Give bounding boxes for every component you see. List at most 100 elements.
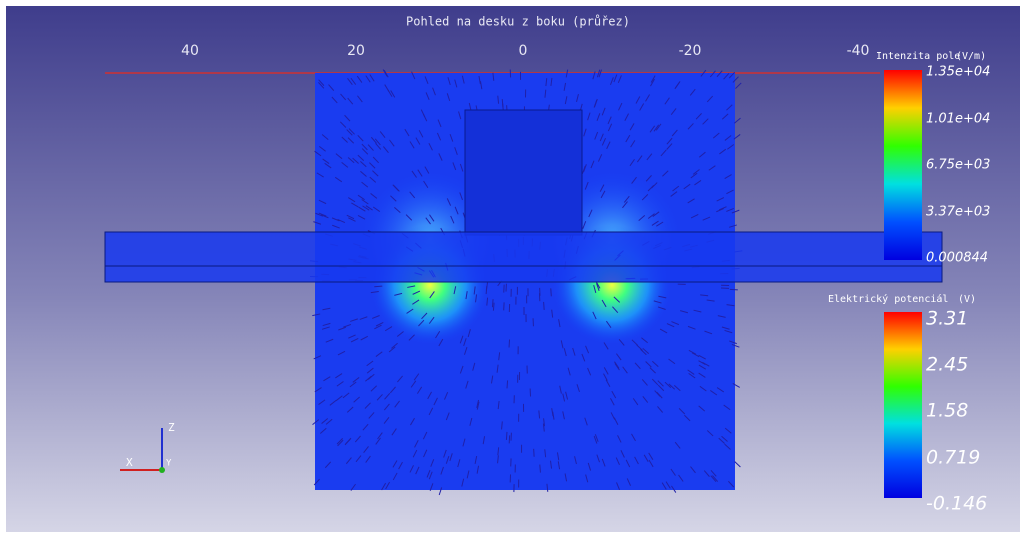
- arrow: [462, 438, 466, 447]
- arrow: [702, 118, 709, 125]
- arrow: [390, 195, 397, 202]
- arrow: [389, 386, 396, 394]
- arrow: [668, 358, 676, 365]
- potential-label: 3.31: [926, 308, 968, 330]
- potential-label: 2.45: [926, 354, 968, 376]
- arrow: [640, 348, 647, 356]
- arrow: [716, 208, 724, 213]
- arrow: [657, 380, 664, 387]
- arrow: [445, 455, 450, 464]
- arrow: [641, 379, 648, 386]
- arrow: [710, 390, 718, 396]
- arrow: [724, 174, 732, 180]
- arrow: [360, 160, 367, 168]
- arrow: [465, 291, 468, 300]
- arrow: [415, 137, 421, 145]
- arrow: [698, 372, 706, 378]
- arrow: [413, 373, 420, 381]
- arrow: [341, 136, 348, 143]
- arrow: [398, 461, 403, 470]
- arrow: [409, 191, 416, 199]
- arrow: [368, 412, 375, 419]
- arrow: [465, 380, 469, 389]
- arrow: [475, 294, 478, 303]
- arrow: [319, 427, 327, 434]
- arrow: [390, 90, 396, 98]
- arrow: [729, 224, 737, 228]
- arrow: [643, 454, 649, 462]
- arrow: [594, 434, 599, 442]
- arrow: [425, 217, 431, 225]
- arrow: [436, 132, 442, 141]
- arrow: [563, 348, 567, 357]
- arrow: [450, 215, 455, 224]
- arrow: [574, 456, 577, 465]
- arrow: [459, 163, 464, 172]
- arrow: [382, 69, 388, 77]
- arrow: [607, 123, 613, 132]
- arrow: [708, 165, 716, 171]
- arrow: [449, 133, 454, 142]
- arrow: [666, 323, 675, 328]
- arrow: [700, 69, 707, 77]
- arrow: [617, 435, 622, 443]
- arrow: [497, 401, 500, 410]
- arrow: [314, 150, 322, 157]
- arrow: [590, 160, 595, 169]
- arrow: [318, 212, 327, 217]
- arrow: [728, 71, 736, 79]
- arrow: [424, 166, 430, 174]
- arrow: [367, 144, 374, 151]
- arrow: [392, 460, 398, 468]
- arrow: [492, 302, 495, 311]
- arrow: [332, 224, 340, 229]
- arrow: [392, 472, 398, 481]
- arrow: [497, 455, 499, 464]
- arrow: [551, 309, 554, 318]
- arrow: [564, 96, 568, 105]
- arrow: [375, 143, 382, 150]
- arrow: [452, 162, 457, 171]
- arrow: [706, 430, 714, 437]
- arrow: [649, 125, 656, 133]
- arrow: [645, 361, 652, 368]
- arrow: [565, 69, 569, 78]
- arrow: [716, 197, 725, 202]
- arrow: [629, 123, 635, 131]
- arrow: [618, 339, 625, 346]
- arrow: [734, 461, 741, 468]
- arrow: [625, 459, 631, 468]
- arrow: [323, 376, 331, 382]
- arrow: [458, 111, 462, 120]
- arrow: [631, 433, 636, 442]
- arrow: [361, 181, 369, 188]
- x-label: X: [126, 456, 133, 469]
- arrow: [623, 195, 630, 203]
- arrow: [454, 206, 459, 215]
- arrow: [688, 372, 696, 379]
- arrow: [459, 192, 463, 201]
- arrow: [653, 124, 660, 132]
- arrow: [732, 76, 739, 83]
- arrow: [727, 144, 735, 150]
- arrow: [350, 483, 356, 491]
- arrow: [312, 313, 321, 317]
- arrow: [321, 418, 329, 424]
- arrow: [391, 342, 398, 349]
- arrow: [461, 478, 465, 487]
- arrow: [440, 466, 444, 475]
- arrow: [592, 71, 596, 80]
- arrow: [411, 170, 417, 178]
- arrow: [563, 82, 567, 91]
- arrow: [396, 331, 404, 337]
- arrow: [411, 71, 416, 80]
- arrow: [466, 470, 470, 479]
- arrow: [361, 199, 369, 205]
- arrow: [647, 213, 655, 219]
- arrow: [422, 431, 428, 440]
- arrow: [375, 351, 383, 357]
- arrow: [703, 470, 710, 477]
- arrow: [335, 373, 343, 379]
- arrow: [658, 295, 667, 299]
- arrow: [392, 184, 399, 191]
